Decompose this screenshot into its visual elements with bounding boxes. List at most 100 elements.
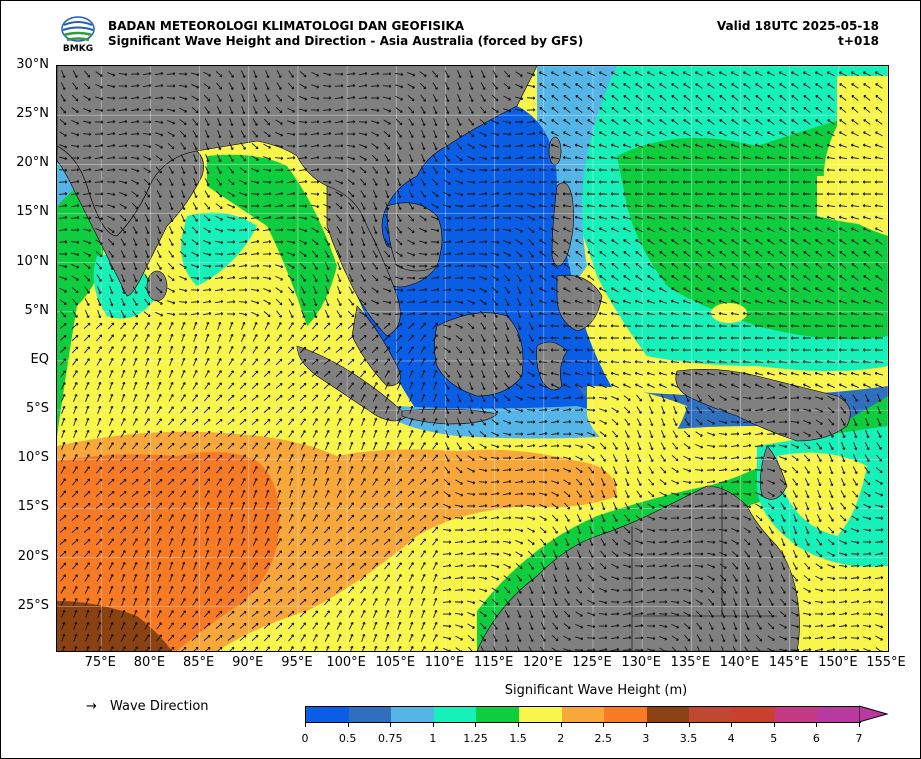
wave-arrow [241,501,246,510]
wave-arrow [610,168,620,172]
wave-arrow [144,538,150,546]
wave-arrow [276,334,282,342]
wave-arrow [661,394,666,403]
wave-arrow [718,348,728,352]
wave-arrow [406,311,416,316]
wave-arrow [119,192,128,197]
wave-arrow [180,490,187,498]
wave-arrow [671,106,679,113]
wave-arrow [360,274,366,282]
wave-arrow [874,551,884,556]
wave-arrow [707,71,715,77]
wave-arrow [421,142,426,151]
wave-arrow [228,370,234,378]
wave-arrow [121,405,126,414]
wave-arrow [383,550,391,558]
wave-arrow [600,538,606,546]
wave-arrow [658,624,668,629]
wave-arrow [526,443,536,448]
wave-arrow [766,324,776,328]
colorbar-tick-label: 1.25 [463,732,488,745]
wave-arrow [541,574,546,583]
wave-arrow [814,600,824,604]
wave-arrow [648,454,654,463]
wave-arrow [719,119,727,125]
wave-arrow [287,120,296,125]
wave-arrow [240,370,247,378]
wave-arrow [193,345,198,354]
wave-arrow [262,192,272,196]
wave-arrow [562,383,571,389]
wave-arrow [610,155,620,160]
wave-arrow [754,204,764,208]
wave-arrow [791,455,799,461]
wave-arrow [839,251,847,257]
wave-arrow [670,336,680,340]
wave-arrow [731,539,739,545]
wave-arrow [658,348,668,352]
wave-arrow [131,502,139,510]
wave-arrow [109,597,114,606]
wave-arrow [348,417,354,426]
wave-arrow [551,83,559,89]
wave-arrow [384,466,390,474]
wave-arrow [493,358,498,367]
wave-arrow [204,478,210,486]
wave-arrow [574,215,583,220]
wave-arrow [575,598,583,606]
wave-arrow [275,106,283,114]
wave-arrow [226,275,236,280]
wave-arrow [226,228,236,232]
wave-arrow [694,215,703,220]
wave-arrow [526,492,536,496]
wave-arrow [670,539,680,544]
wave-arrow [563,106,571,113]
wave-arrow [264,430,271,438]
wave-arrow [252,454,258,462]
wave-arrow [768,538,774,547]
wave-arrow [827,287,835,293]
wave-arrow [791,466,799,474]
wave-arrow [732,586,738,594]
wave-arrow [58,252,68,256]
wave-arrow [407,478,415,486]
wave-arrow [515,528,524,533]
wave-arrow [612,514,618,522]
wave-arrow [502,156,512,160]
wave-height-map[interactable] [56,65,889,652]
wave-arrow [791,611,800,617]
wave-arrow [168,178,174,186]
wave-arrow [215,190,223,198]
wave-arrow [468,358,474,367]
wave-arrow [600,550,606,558]
wave-arrow [634,636,644,640]
wave-arrow [421,585,426,594]
wave-arrow [312,262,318,270]
wave-arrow [384,574,390,582]
wave-arrow [790,192,800,196]
wave-arrow [74,645,78,651]
wave-arrow [311,382,319,390]
wave-arrow [371,346,379,354]
wave-arrow [875,119,883,125]
wave-arrow [839,262,847,269]
wave-arrow [383,263,391,269]
wave-arrow [814,168,824,172]
wave-arrow [538,360,548,364]
wave-arrow [409,178,414,187]
wave-arrow [301,646,306,651]
lat-label: 10°N [16,253,49,269]
wave-arrow [550,168,560,172]
wave-arrow [647,528,656,533]
lon-label: 100°E [326,655,366,670]
wave-arrow [190,276,200,281]
wave-arrow [742,408,752,412]
wave-arrow [490,528,500,532]
wave-arrow [240,550,246,558]
wave-arrow [229,525,234,534]
wave-arrow [395,550,403,558]
wave-arrow [612,430,618,438]
wave-arrow [552,598,558,607]
wave-arrow [372,574,378,582]
wave-arrow [384,142,391,150]
